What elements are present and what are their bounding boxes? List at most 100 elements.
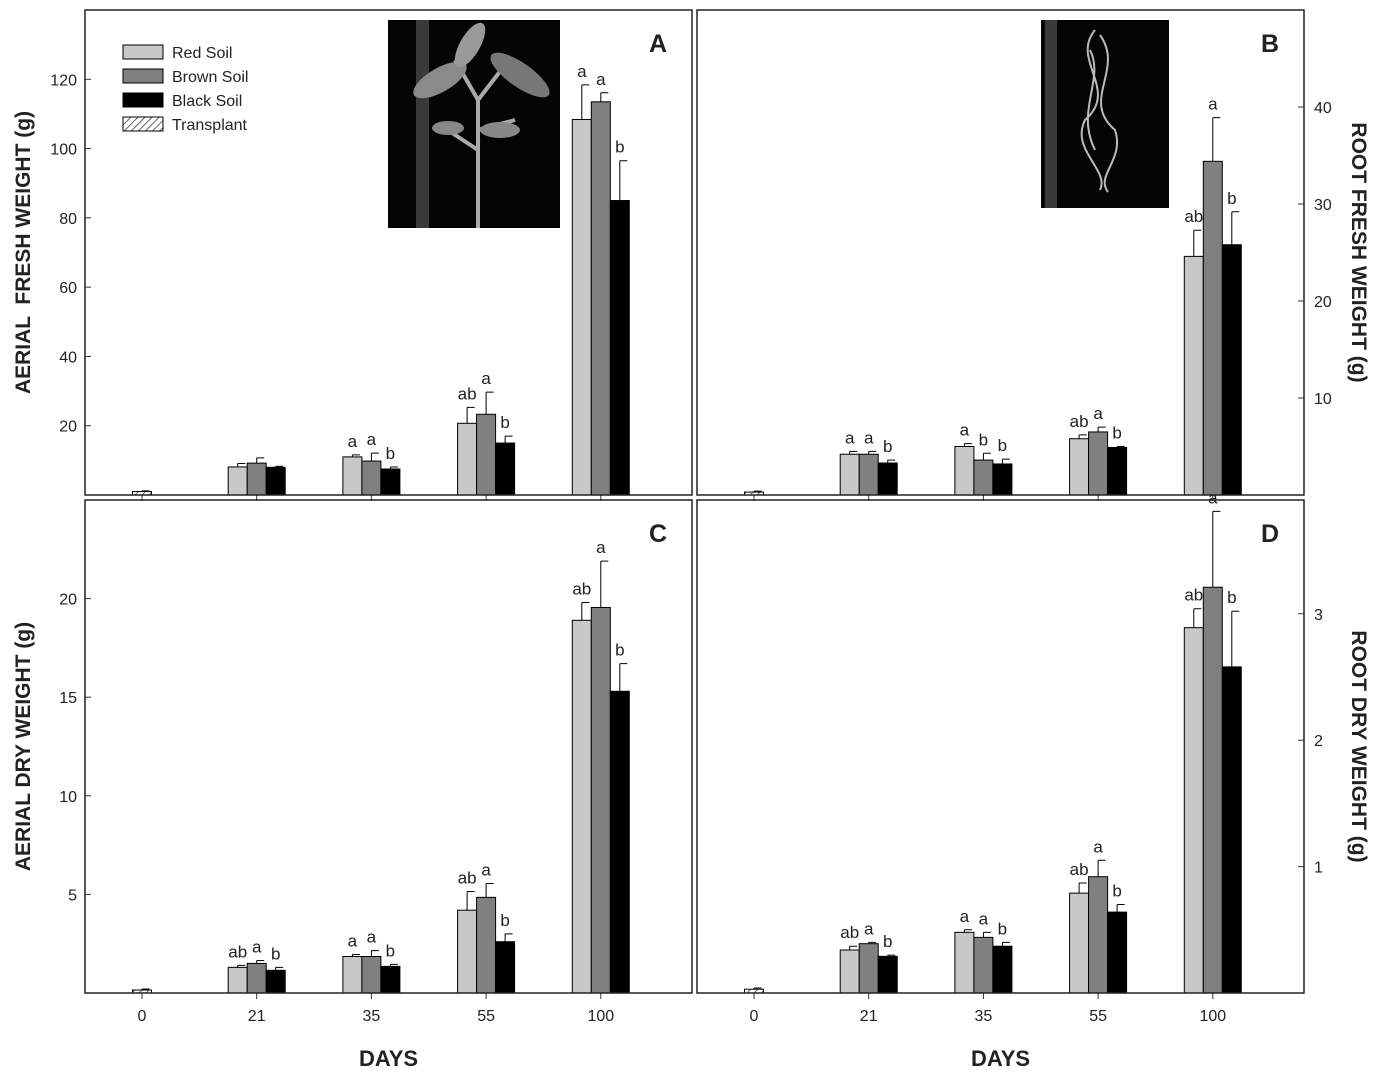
bar	[1107, 911, 1128, 994]
error-bar	[351, 954, 360, 957]
bar	[858, 943, 879, 994]
bar	[1183, 255, 1204, 496]
significance-letter: b	[615, 138, 624, 157]
significance-letter: b	[1227, 189, 1236, 208]
legend-swatch	[122, 44, 164, 60]
significance-letter: a	[481, 861, 491, 880]
significance-letter: ab	[458, 868, 477, 887]
bar	[858, 453, 879, 496]
bar	[571, 619, 592, 994]
error-bar	[256, 959, 265, 964]
significance-letter: a	[864, 428, 874, 447]
error-bar	[466, 890, 475, 911]
plot-frame	[696, 499, 1305, 994]
significance-letter: a	[481, 369, 491, 388]
significance-letter: b	[1112, 424, 1121, 443]
significance-letter: b	[386, 444, 395, 463]
y-tick-label: 3	[1314, 607, 1323, 624]
error-bar	[256, 457, 265, 464]
y-tick-label: 80	[59, 211, 77, 228]
significance-letter: a	[1208, 95, 1218, 114]
bar	[457, 909, 478, 994]
error-bar	[753, 490, 762, 493]
significance-letter: ab	[1184, 207, 1203, 226]
y-axis-label: AERIAL FRESH WEIGHT (g)	[12, 111, 35, 394]
bar	[1202, 586, 1223, 994]
x-tick-label: 35	[975, 1008, 993, 1025]
significance-letter: b	[271, 944, 280, 963]
significance-letter: b	[979, 430, 988, 449]
bar	[1088, 431, 1109, 496]
error-bar	[581, 84, 590, 120]
significance-letter: a	[979, 909, 989, 928]
panel-label: D	[1261, 520, 1279, 548]
error-bar	[1116, 446, 1125, 448]
y-tick-label: 30	[1314, 197, 1332, 214]
bar	[1069, 892, 1090, 994]
plant-photo	[388, 20, 560, 228]
bar	[1107, 446, 1128, 496]
x-axis-label: DAYS	[359, 1046, 418, 1071]
error-bar	[1001, 458, 1010, 464]
y-tick-label: 15	[59, 690, 77, 707]
y-tick-label: 40	[1314, 100, 1332, 117]
significance-letter: b	[500, 413, 509, 432]
bar	[973, 459, 994, 496]
significance-letter: ab	[572, 580, 591, 599]
bar	[380, 965, 401, 994]
significance-letter: b	[998, 919, 1007, 938]
error-bar	[389, 466, 398, 470]
error-bar	[963, 929, 972, 933]
significance-letter: ab	[840, 923, 859, 942]
error-bar	[887, 459, 896, 463]
y-axis-label: ROOT FRESH WEIGHT (g)	[1347, 122, 1370, 382]
error-bar	[1212, 510, 1221, 588]
bar	[246, 462, 267, 496]
significance-letter: b	[1227, 588, 1236, 607]
root-photo	[1041, 20, 1169, 208]
error-bar	[485, 883, 494, 898]
significance-letter: a	[1093, 837, 1103, 856]
significance-letter: a	[960, 421, 970, 440]
panel-label: B	[1261, 30, 1279, 58]
significance-letter: ab	[228, 942, 247, 961]
error-bar	[1231, 211, 1240, 245]
error-bar	[619, 663, 628, 692]
bar	[380, 468, 401, 496]
error-bar	[275, 966, 284, 971]
error-bar	[600, 92, 609, 102]
y-tick-label: 5	[68, 887, 77, 904]
error-bar	[1078, 882, 1087, 894]
error-bar	[1078, 434, 1087, 439]
x-tick-label: 100	[587, 1008, 614, 1025]
y-tick-label: 10	[1314, 391, 1332, 408]
error-bar	[504, 933, 513, 942]
significance-letter: b	[615, 641, 624, 660]
bar	[954, 446, 975, 496]
x-tick-label: 55	[477, 1008, 495, 1025]
bar	[361, 956, 382, 994]
bar	[571, 118, 592, 496]
legend-swatch	[122, 68, 164, 84]
error-bar	[982, 452, 991, 461]
y-tick-label: 20	[59, 592, 77, 609]
error-bar	[1116, 904, 1125, 913]
bar	[265, 969, 286, 994]
legend-swatch	[122, 92, 164, 108]
error-bar	[982, 931, 991, 938]
bar	[342, 456, 363, 496]
bar	[877, 955, 898, 994]
y-tick-label: 120	[50, 72, 77, 89]
x-tick-label: 21	[860, 1008, 878, 1025]
bar	[495, 941, 516, 994]
x-axis-label: DAYS	[971, 1046, 1030, 1071]
bar	[476, 896, 497, 994]
significance-letter: ab	[458, 384, 477, 403]
error-bar	[1097, 859, 1106, 877]
significance-letter: a	[252, 937, 262, 956]
bar	[992, 463, 1013, 496]
error-bar	[370, 950, 379, 957]
error-bar	[237, 964, 246, 968]
bar	[246, 962, 267, 994]
bar	[973, 936, 994, 994]
